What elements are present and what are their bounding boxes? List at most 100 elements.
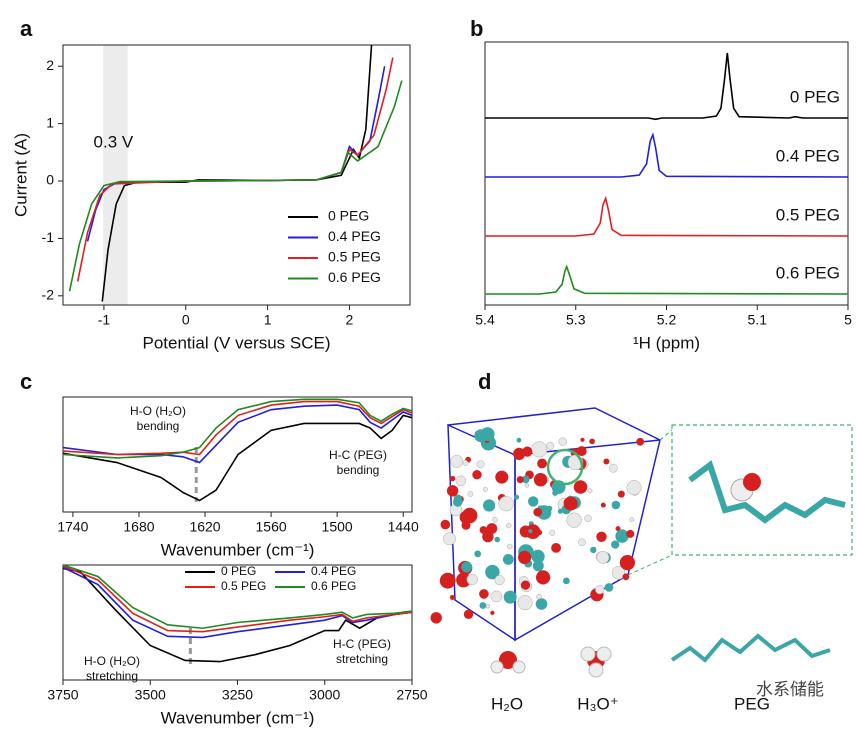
h3o-icon xyxy=(580,646,612,678)
series-label: 0.5 PEG xyxy=(776,205,840,224)
annotation: bending xyxy=(337,463,380,477)
annotation: H-C (PEG) xyxy=(333,637,391,651)
atom xyxy=(589,438,595,445)
x-tick-label: 0 xyxy=(182,312,190,328)
atom xyxy=(604,583,614,592)
atom xyxy=(573,480,588,494)
x-tick-label: 2750 xyxy=(396,687,427,703)
atom xyxy=(439,572,456,589)
panel-letter: a xyxy=(20,16,33,41)
atom xyxy=(580,437,585,442)
atom xyxy=(626,480,642,496)
atom xyxy=(587,488,593,494)
atom xyxy=(495,470,509,484)
atom xyxy=(498,496,514,512)
x-tick-label: 5.1 xyxy=(748,312,768,328)
atom xyxy=(462,460,469,466)
x-tick-label: 1500 xyxy=(322,519,353,535)
atom xyxy=(490,590,503,603)
legend-label: 0 PEG xyxy=(221,564,256,578)
atom xyxy=(558,437,567,446)
atom xyxy=(476,460,485,469)
atom xyxy=(611,566,626,580)
h2o-icon xyxy=(490,651,526,674)
series-line xyxy=(485,264,848,295)
y-tick-label: 2 xyxy=(46,57,54,73)
series-line xyxy=(68,80,403,292)
atom xyxy=(443,532,456,546)
atom xyxy=(617,490,625,498)
atom xyxy=(502,554,514,565)
atom xyxy=(446,485,459,497)
atom xyxy=(596,531,607,542)
x-axis-label: Potential (V versus SCE) xyxy=(142,333,330,352)
legend-label: 0.6 PEG xyxy=(328,269,381,285)
atom xyxy=(474,550,482,558)
x-tick-label: -1 xyxy=(98,312,111,328)
atom xyxy=(563,577,570,585)
series-line xyxy=(63,565,412,630)
y-tick-label: 1 xyxy=(46,114,54,130)
atom xyxy=(629,517,635,523)
x-tick-label: 3250 xyxy=(222,687,253,703)
y-tick-label: -1 xyxy=(42,229,55,245)
atom xyxy=(524,483,530,488)
atom xyxy=(490,610,495,616)
atom xyxy=(528,496,539,507)
atom xyxy=(472,470,482,480)
x-axis-label: Wavenumber (cm⁻¹) xyxy=(161,540,315,559)
atom xyxy=(521,475,530,484)
atom xyxy=(483,499,496,512)
annotation: 0.3 V xyxy=(94,132,134,151)
atom xyxy=(430,612,442,624)
atom xyxy=(590,546,597,554)
atom xyxy=(463,609,474,619)
atom xyxy=(546,441,555,450)
atom xyxy=(578,538,586,547)
atom xyxy=(520,580,531,590)
cube-top-edge xyxy=(447,407,661,441)
atom xyxy=(595,584,605,595)
atom xyxy=(456,572,471,588)
atom xyxy=(537,458,547,469)
atom xyxy=(453,494,462,503)
series-line xyxy=(63,400,412,456)
atom xyxy=(467,491,474,497)
panel-letter: b xyxy=(470,16,483,41)
atom xyxy=(528,529,533,534)
x-tick-label: 5.4 xyxy=(475,312,495,328)
series-line xyxy=(63,398,412,459)
y-axis-label: Current (A) xyxy=(11,133,30,217)
series-line xyxy=(485,195,848,237)
atom xyxy=(494,575,505,586)
y-tick-label: 0 xyxy=(46,172,54,188)
atom xyxy=(494,536,501,543)
atoms xyxy=(430,427,645,624)
panel-d-illustration xyxy=(430,407,853,678)
atom xyxy=(535,598,548,610)
x-tick-label: 3500 xyxy=(135,687,166,703)
plot-frame xyxy=(62,44,411,306)
annotation: stretching xyxy=(336,652,388,666)
x-tick-label: 1440 xyxy=(388,519,419,535)
series-line xyxy=(63,414,412,502)
series-line xyxy=(63,567,412,663)
watermark: 水系储能 xyxy=(756,680,824,700)
h3o-zoom xyxy=(743,473,761,491)
atom xyxy=(518,550,532,565)
atom xyxy=(549,529,556,536)
x-tick-label: 3750 xyxy=(47,687,78,703)
legend-label: 0.4 PEG xyxy=(311,564,356,578)
series-label: 0.4 PEG xyxy=(776,146,840,165)
atom xyxy=(566,512,582,528)
atom xyxy=(619,555,636,571)
atom xyxy=(466,573,478,586)
atom xyxy=(485,564,500,580)
atom xyxy=(482,530,494,543)
atom xyxy=(517,595,533,611)
atom xyxy=(622,573,630,581)
series-line xyxy=(63,404,412,464)
series-line xyxy=(63,566,412,639)
x-tick-label: 1680 xyxy=(123,519,154,535)
atom xyxy=(474,429,488,443)
